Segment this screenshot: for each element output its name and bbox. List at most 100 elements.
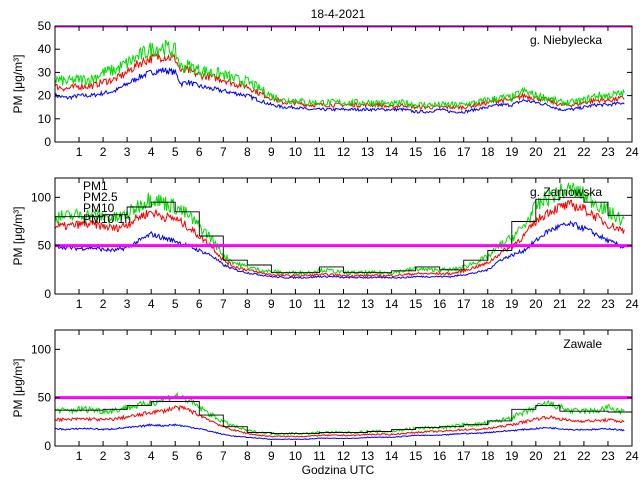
x-tick-label: 8: [244, 449, 251, 463]
x-tick-label: 8: [244, 297, 251, 311]
x-tick-label: 9: [268, 297, 275, 311]
plot-area: [55, 181, 632, 280]
y-tick-label: 30: [38, 65, 52, 79]
chart-panel-1: 1 2 3 4 5 6 7 8 9 10 11 12 13 14 15 16 17 18 19 20 21 22 23 240…: [11, 19, 639, 159]
y-tick-label: 100: [31, 342, 51, 356]
x-tick-label: 1: [76, 449, 83, 463]
y-axis-label: PM [μg/m³]: [11, 207, 25, 266]
x-tick-label: 11: [313, 449, 326, 463]
x-tick-label: 1: [76, 145, 83, 159]
chart-panel-2: 1 2 3 4 5 6 7 8 9 10 11 12 13 14 15 16 17 18 19 20 21 22 23 240…: [11, 177, 639, 311]
x-tick-label: 10: [289, 297, 303, 311]
x-tick-label: 15: [409, 145, 423, 159]
plot-area: [55, 391, 632, 441]
x-tick-label: 6: [196, 297, 203, 311]
x-tick-label: 16: [433, 449, 447, 463]
series-line-pm10-1h: [55, 196, 632, 274]
x-tick-label: 18: [481, 145, 495, 159]
x-tick-label: 14: [385, 145, 399, 159]
series-line-pm10: [55, 39, 625, 110]
x-tick-label: 6: [196, 145, 203, 159]
x-tick-label: 20: [529, 297, 543, 311]
x-tick-label: 5: [172, 297, 179, 311]
x-tick-label: 4: [148, 297, 155, 311]
x-tick-label: 7: [220, 449, 227, 463]
x-tick-label: 3: [124, 297, 131, 311]
y-tick-label: 50: [38, 239, 52, 253]
series-line-pm10: [55, 181, 625, 277]
x-tick-label: 9: [268, 145, 275, 159]
plot-area: [55, 26, 632, 114]
x-tick-label: 10: [289, 145, 303, 159]
x-tick-label: 15: [409, 449, 423, 463]
x-tick-label: 13: [361, 145, 375, 159]
x-tick-label: 13: [361, 297, 375, 311]
x-tick-label: 23: [601, 145, 615, 159]
series-line-pm10-1h: [55, 401, 632, 434]
y-tick-label: 0: [44, 135, 51, 149]
x-tick-label: 18: [481, 449, 495, 463]
series-line-pm10: [55, 391, 625, 436]
chart-panel-3: 1 2 3 4 5 6 7 8 9 10 11 12 13 14 15 16 17 18 19 20 21 22 23 240…: [11, 329, 639, 463]
x-tick-label: 17: [457, 297, 471, 311]
y-tick-label: 10: [38, 112, 52, 126]
y-tick-label: 50: [38, 391, 52, 405]
x-axis-label: Godzina UTC: [302, 463, 375, 477]
legend-entry-pm1: PM1: [83, 179, 108, 193]
y-tick-label: 0: [44, 287, 51, 301]
x-tick-label: 12: [337, 297, 351, 311]
x-tick-label: 9: [268, 449, 275, 463]
series-line-pm2-5: [55, 405, 625, 438]
series-line-pm1: [55, 220, 625, 280]
x-tick-label: 2: [100, 297, 107, 311]
y-tick-label: 20: [38, 89, 52, 103]
x-tick-label: 5: [172, 145, 179, 159]
legend-entry-pm2-5: PM2.5: [83, 190, 118, 204]
x-tick-label: 1: [76, 297, 83, 311]
x-tick-label: 19: [505, 297, 519, 311]
y-tick-label: 0: [44, 439, 51, 453]
y-axis-label: PM [μg/m³]: [11, 55, 25, 114]
series-line-pm1: [55, 423, 625, 441]
x-tick-label: 11: [313, 145, 326, 159]
x-tick-label: 14: [385, 297, 399, 311]
station-label: g. Niebylecka: [530, 33, 602, 47]
x-tick-label: 17: [457, 449, 471, 463]
x-tick-label: 16: [433, 297, 447, 311]
x-tick-label: 22: [577, 297, 591, 311]
y-tick-label: 40: [38, 42, 52, 56]
legend-entry-pm10: PM10: [83, 201, 115, 215]
x-tick-label: 7: [220, 297, 227, 311]
x-tick-label: 22: [577, 145, 591, 159]
series-line-pm1: [55, 67, 625, 114]
x-tick-label: 16: [433, 145, 447, 159]
x-tick-label: 13: [361, 449, 375, 463]
series-line-pm2-5: [55, 52, 625, 112]
x-tick-label: 4: [148, 145, 155, 159]
x-tick-label: 21: [553, 449, 567, 463]
x-tick-label: 22: [577, 449, 591, 463]
x-tick-label: 17: [457, 145, 471, 159]
x-tick-label: 20: [529, 145, 543, 159]
x-tick-label: 19: [505, 449, 519, 463]
x-tick-label: 3: [124, 145, 131, 159]
legend-entry-pm10-1h: PM10 1h: [83, 212, 131, 226]
x-tick-label: 15: [409, 297, 423, 311]
x-tick-label: 2: [100, 449, 107, 463]
axes-frame: [54, 329, 633, 447]
x-tick-label: 6: [196, 449, 203, 463]
y-axis-label: PM [μg/m³]: [11, 359, 25, 418]
x-tick-label: 14: [385, 449, 399, 463]
x-tick-label: 18: [481, 297, 495, 311]
x-tick-label: 11: [313, 297, 326, 311]
x-tick-label: 10: [289, 449, 303, 463]
figure-title: 18-4-2021: [311, 7, 366, 21]
x-tick-label: 3: [124, 449, 131, 463]
station-label: g. Zarnowska: [530, 185, 602, 199]
y-tick-label: 50: [38, 19, 52, 33]
x-tick-label: 8: [244, 145, 251, 159]
x-tick-label: 23: [601, 297, 615, 311]
x-tick-label: 21: [553, 297, 567, 311]
x-tick-label: 12: [337, 145, 351, 159]
